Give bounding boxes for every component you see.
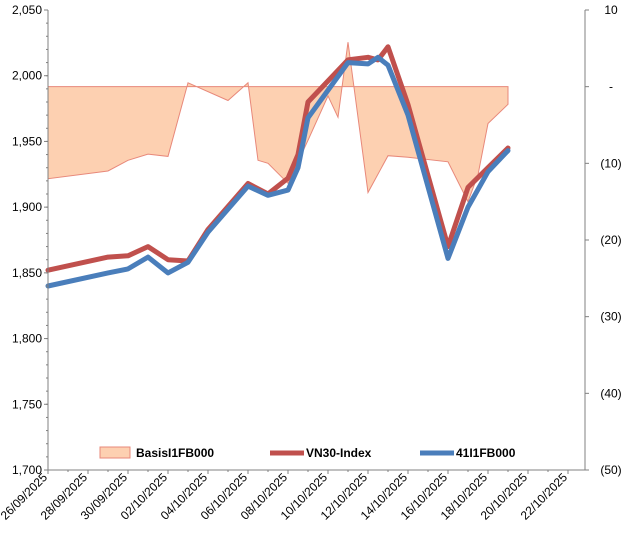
right-tick-label: (40) (600, 386, 621, 400)
left-tick-label: 2,050 (12, 3, 42, 17)
right-tick-label: - (609, 80, 613, 94)
right-tick-label: (10) (600, 156, 621, 170)
legend-label: BasisI1FB000 (136, 446, 214, 460)
series-basis-area (47, 42, 509, 203)
left-tick-label: 1,800 (12, 332, 42, 346)
left-tick-label: 1,750 (12, 397, 42, 411)
left-tick-label: 1,950 (12, 134, 42, 148)
right-tick-label: (20) (600, 233, 621, 247)
legend-swatch-area (99, 446, 131, 459)
left-tick-label: 1,700 (12, 463, 42, 477)
legend-item: 41I1FB000 (420, 446, 516, 460)
left-tick-label: 1,850 (12, 266, 42, 280)
legend: BasisI1FB000 VN30-Index 41I1FB000 (99, 446, 516, 460)
series-vn30-line (45, 44, 511, 273)
right-tick-label: 10 (604, 3, 618, 17)
legend-item: VN30-Index (270, 446, 372, 460)
left-tick-label: 1,900 (12, 200, 42, 214)
legend-label: VN30-Index (306, 446, 372, 460)
legend-label: 41I1FB000 (456, 446, 516, 460)
left-tick-label: 2,000 (12, 69, 42, 83)
series-41i1fb000-line (45, 54, 511, 289)
series-layer (45, 42, 511, 289)
legend-item: BasisI1FB000 (99, 446, 214, 460)
right-tick-label: (50) (600, 463, 621, 477)
right-tick-label: (30) (600, 310, 621, 324)
